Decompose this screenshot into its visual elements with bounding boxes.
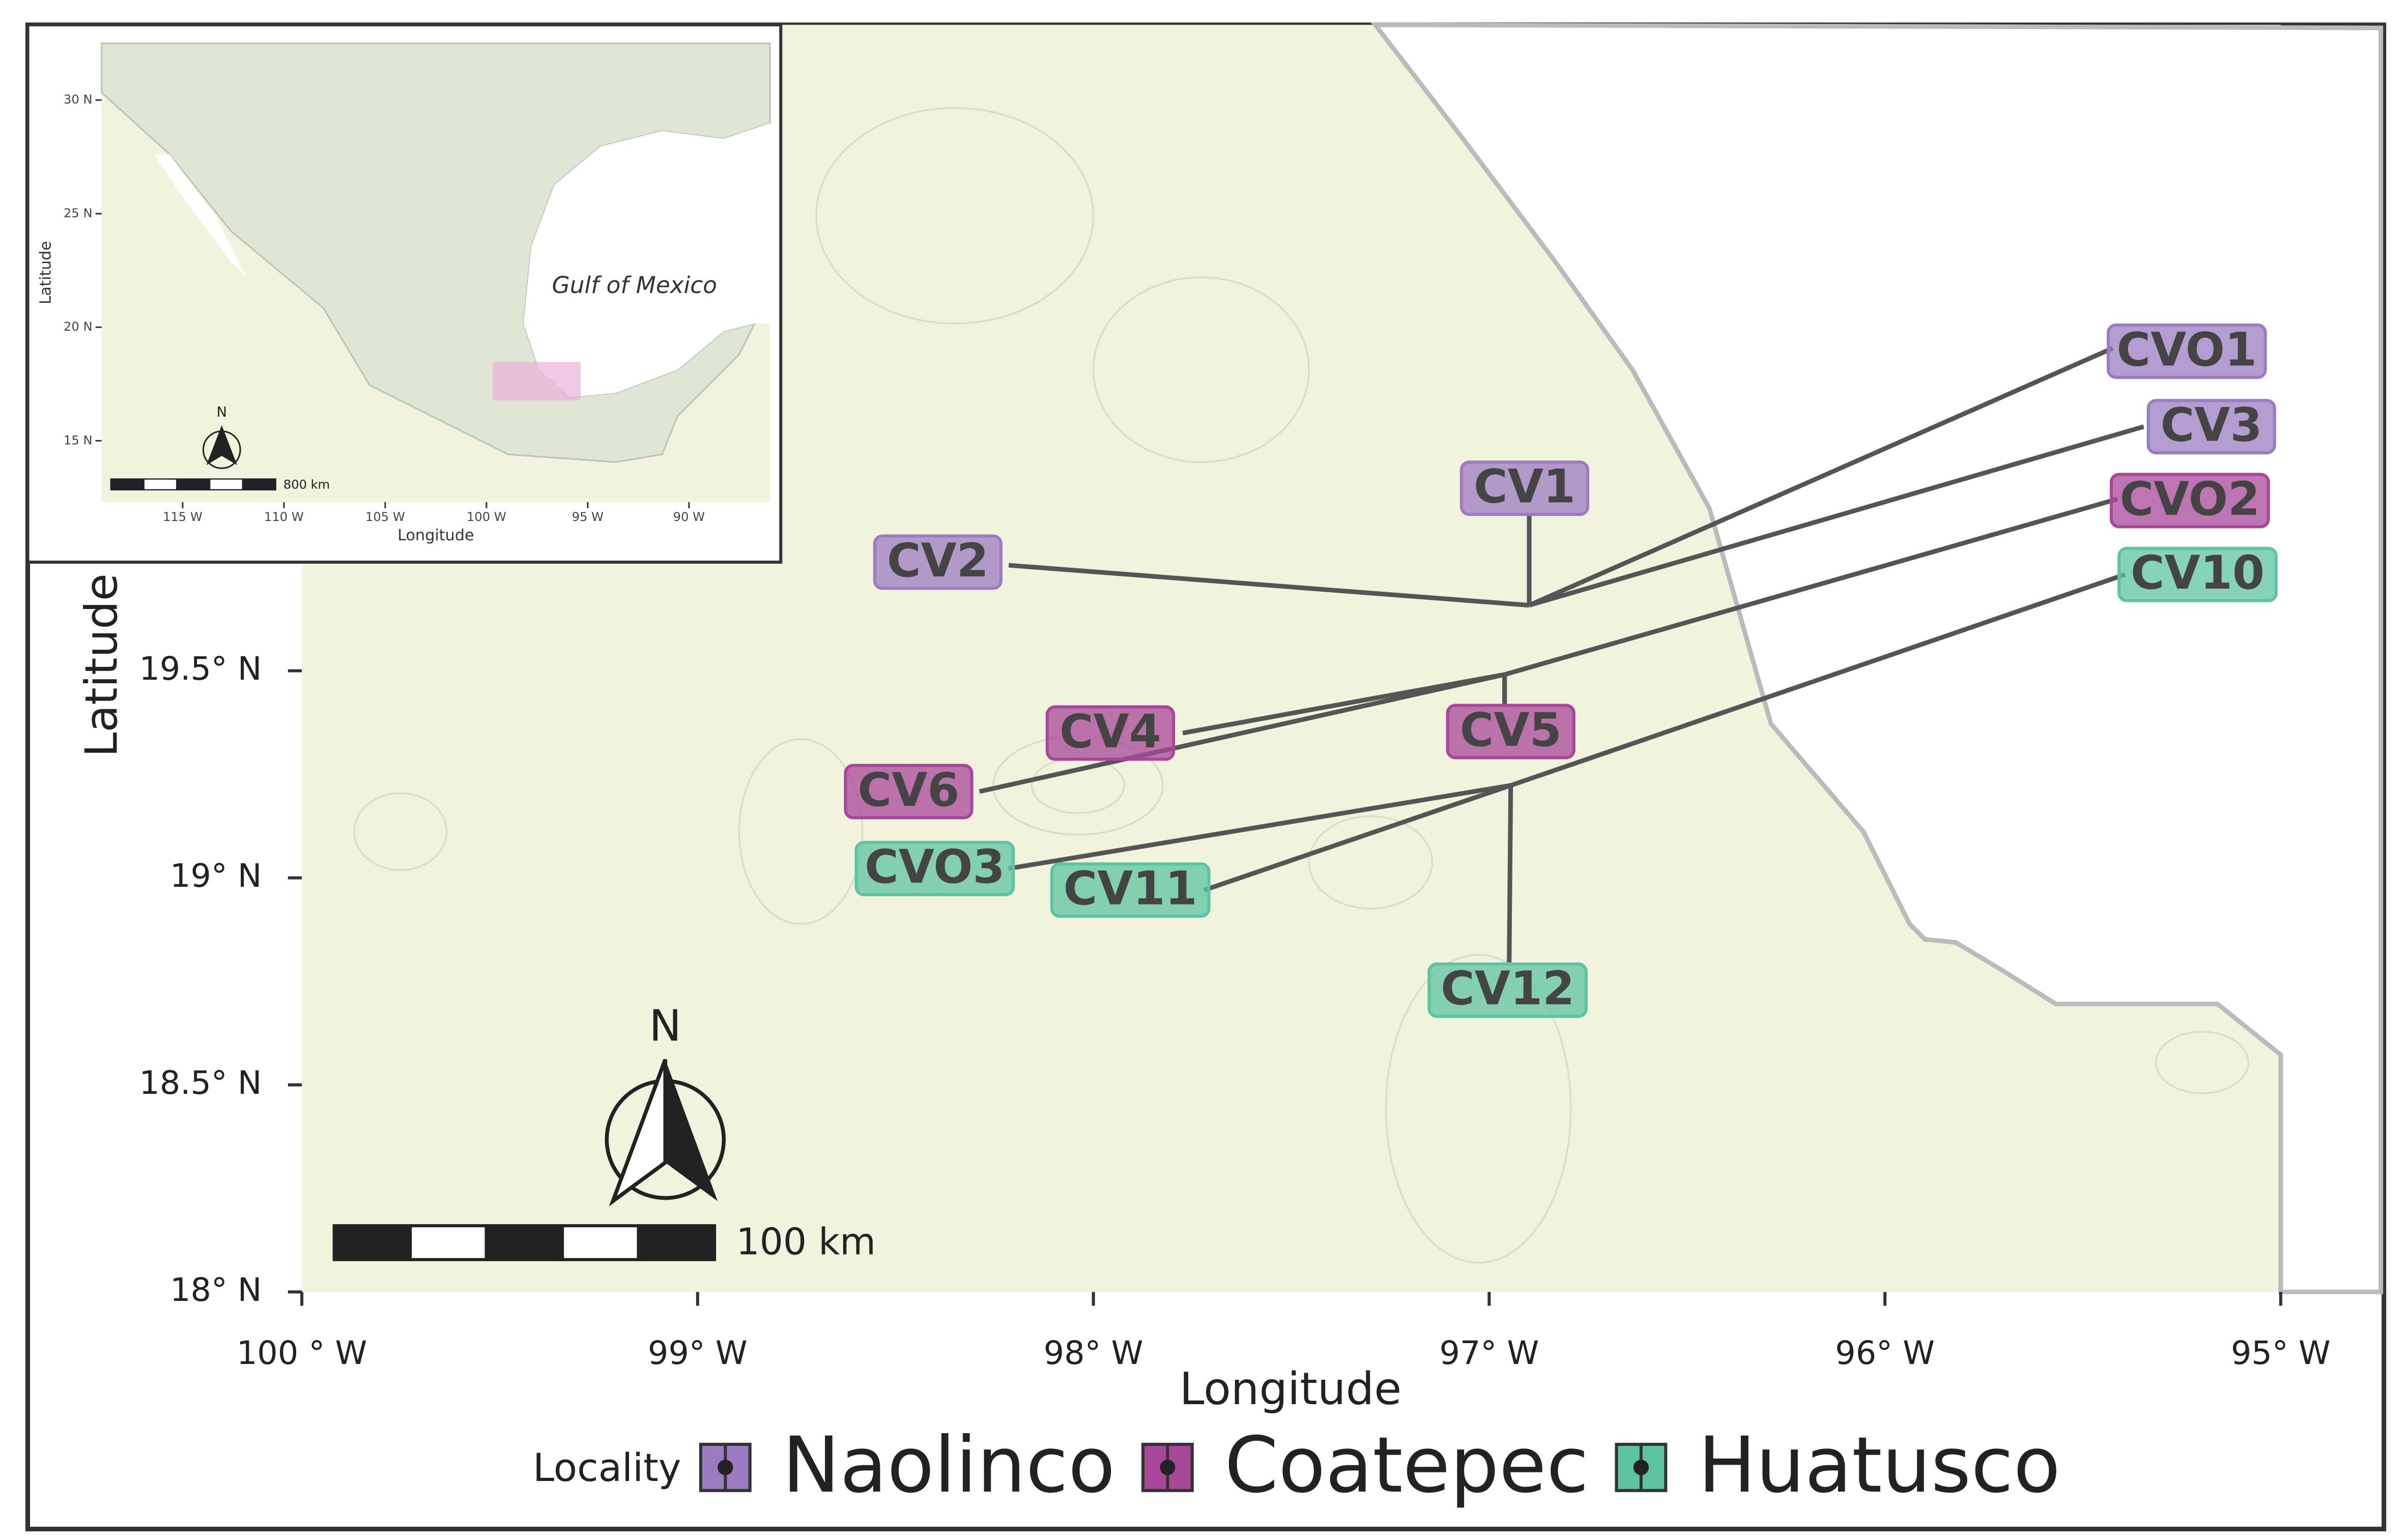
site-label: CV10 (2131, 546, 2265, 600)
inset-scale-bar (176, 478, 211, 490)
leader-line (1507, 785, 1513, 963)
inset-scale-bar (209, 478, 244, 490)
x-tick-label: 99° W (648, 1334, 748, 1372)
inset-y-tick-label: 30 N (64, 93, 93, 107)
scale-bar (561, 1224, 640, 1261)
legend-label: Coatepec (1224, 1420, 1589, 1510)
inset-scale-bar (242, 478, 276, 490)
inset-x-tick-label: 95 W (572, 510, 604, 524)
site-label: CV11 (1064, 862, 1197, 915)
leader-line (1510, 572, 2126, 788)
site-label-box (2106, 323, 2267, 379)
legend-key-dot (1633, 1460, 1649, 1475)
scale-bar (409, 1224, 488, 1261)
site-label: CV4 (1059, 705, 1161, 759)
site-label-box (1050, 862, 1211, 918)
y-tick-label: 18° N (170, 1271, 262, 1309)
site-label: CV1 (1474, 460, 1575, 514)
legend-key-dot (1160, 1460, 1176, 1475)
inset-north-circle (202, 430, 241, 469)
inset-x-tick-label: 90 W (673, 510, 705, 524)
site-label: CV6 (857, 764, 959, 817)
inset-x-title: Longitude (397, 527, 474, 544)
site-label-box (2109, 473, 2270, 529)
north-label: N (649, 1000, 681, 1051)
inset (26, 23, 783, 564)
inset-x-tick-label: 115 W (163, 510, 203, 524)
y-tick-label: 18.5° N (139, 1064, 262, 1101)
site-label-box (1427, 962, 1588, 1018)
inset-y-tick-label: 15 N (64, 433, 93, 447)
inset-y-title: Latitude (37, 241, 54, 305)
x-tick-label: 100 ° W (237, 1334, 367, 1372)
legend-key-dot (718, 1460, 733, 1475)
x-tick-label: 98° W (1044, 1334, 1143, 1372)
site-label: CV5 (1460, 704, 1562, 757)
leader-line (1204, 783, 1512, 892)
legend-label: Naolinco (782, 1420, 1115, 1510)
y-tick-label: 19° N (170, 857, 262, 894)
leader-line (1528, 424, 2144, 608)
leader-line (1008, 783, 1511, 871)
inset-sea-label: Gulf of Mexico (552, 272, 717, 299)
scale-bar (637, 1224, 717, 1261)
inset-scale-bar (143, 478, 178, 490)
site-label-box (873, 534, 1003, 590)
y-tick-label: 19.5° N (139, 650, 262, 687)
north-arrow (665, 1059, 718, 1201)
inset-y-tick-label: 25 N (64, 206, 93, 220)
inset-x-tick-label: 100 W (467, 510, 506, 524)
inset-x-tick-label: 110 W (264, 510, 304, 524)
site-label-box (1045, 705, 1176, 761)
relief (353, 107, 2250, 1264)
site-label: CV2 (887, 534, 989, 588)
x-tick-label: 96° W (1835, 1334, 1935, 1372)
x-tick-label: 97° W (1440, 1334, 1539, 1372)
inset-x-tick-label: 105 W (365, 510, 405, 524)
site-label-box (2146, 399, 2276, 455)
site-label-box (1446, 704, 1575, 760)
x-axis-title: Longitude (1180, 1363, 1401, 1415)
scale-label: 100 km (736, 1221, 876, 1264)
inset-y-tick-label: 20 N (64, 319, 93, 334)
x-tick-label: 95° W (2231, 1334, 2331, 1372)
leader-line (1504, 497, 2118, 677)
leader-line (979, 672, 1505, 794)
scale-bar (332, 1224, 412, 1261)
inset-scale-bar (110, 478, 145, 490)
site-label-box (854, 840, 1015, 896)
inset-north (206, 425, 238, 466)
site-label: CV3 (2161, 399, 2262, 452)
inset-scale-label: 800 km (283, 478, 330, 492)
leader-line (1528, 346, 2114, 607)
legend-label: Huatusco (1698, 1420, 2060, 1510)
legend-title: Locality (533, 1445, 681, 1490)
inset-north-label: N (217, 404, 227, 420)
y-axis-title: Latitude (76, 573, 128, 757)
site-label-box (2117, 546, 2278, 602)
leader-line (1008, 563, 1530, 608)
site-label: CVO2 (2120, 473, 2260, 526)
site-label-box (1459, 460, 1590, 516)
site-label: CV12 (1441, 962, 1574, 1015)
site-label: CVO3 (865, 840, 1005, 894)
scale-bar (484, 1224, 564, 1261)
site-label: CVO1 (2116, 323, 2257, 376)
site-label-box (844, 764, 973, 820)
